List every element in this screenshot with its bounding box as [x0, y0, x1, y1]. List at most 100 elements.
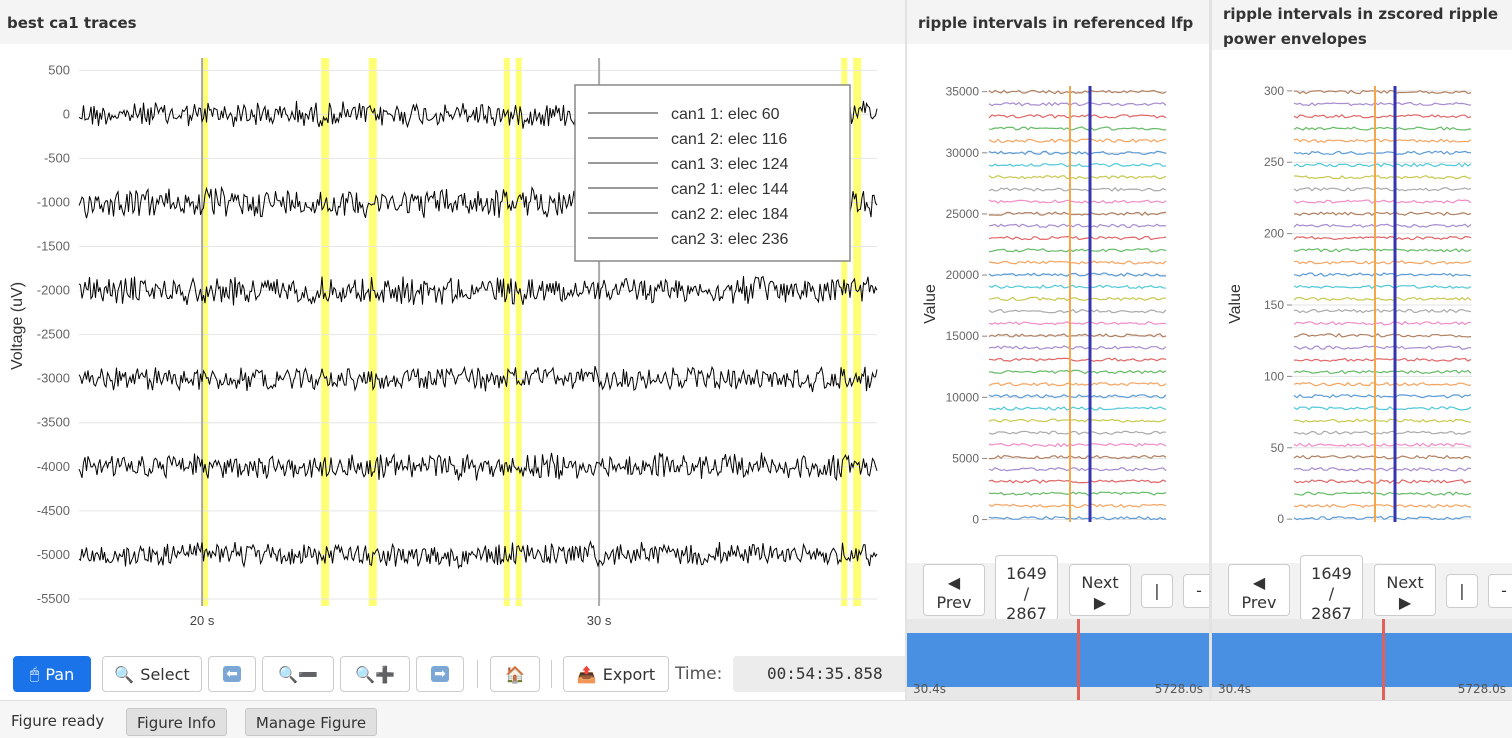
- y-tick-label: 0: [972, 513, 979, 527]
- timeline-marker[interactable]: [1077, 619, 1080, 700]
- panel-divider[interactable]: [1209, 0, 1212, 700]
- trace-line: [1293, 223, 1472, 228]
- trace-line: [988, 248, 1167, 253]
- pipe-button[interactable]: |: [1446, 574, 1478, 608]
- trace-line: [1293, 369, 1472, 375]
- highlight-interval: [515, 58, 522, 606]
- triangle-right-icon: ▶: [1398, 593, 1412, 612]
- ripple-zscored-chart[interactable]: 300 250 200 150 100 50 0 Value: [1212, 44, 1512, 564]
- trace-line: [1293, 515, 1472, 521]
- trace-line: [988, 381, 1167, 387]
- zoom-in-button[interactable]: 🔍➕: [340, 656, 410, 692]
- trace-line: [988, 114, 1167, 119]
- trace-line: [78, 540, 878, 570]
- y-tick-label: 100: [1264, 369, 1284, 383]
- panel-title: ripple intervals in zscored ripple power…: [1212, 0, 1512, 50]
- trace-line: [988, 333, 1167, 338]
- trace-line: [988, 406, 1167, 411]
- trace-line: [989, 454, 1167, 460]
- y-tick-label: -5500: [37, 591, 70, 606]
- home-button[interactable]: 🏠: [490, 656, 540, 692]
- trace-line: [1293, 126, 1472, 131]
- trace-line: [1293, 394, 1472, 399]
- trace-line: [1293, 320, 1472, 326]
- zoom-out-button[interactable]: 🔍➖: [262, 656, 334, 692]
- trace-line: [988, 101, 1167, 107]
- highlight-interval: [368, 58, 377, 606]
- select-button[interactable]: 🔍 Select: [102, 656, 202, 692]
- trace-line: [1293, 138, 1472, 144]
- y-tick-label: 30000: [946, 146, 980, 160]
- pipe-button[interactable]: |: [1141, 574, 1173, 608]
- trace-line: [988, 199, 1167, 204]
- trace-line: [988, 491, 1167, 496]
- trace-line: [1293, 199, 1472, 204]
- y-tick-label: 0: [1277, 512, 1284, 526]
- trace-line: [988, 138, 1167, 144]
- y-tick-label: -1500: [37, 239, 70, 254]
- trace-line: [1293, 381, 1472, 387]
- home-icon: 🏠: [505, 664, 525, 684]
- y-tick-label: -1000: [37, 194, 70, 209]
- trace-line: [988, 186, 1167, 192]
- trace-line: [1293, 479, 1472, 484]
- trace-line: [988, 162, 1167, 168]
- y-tick-label: 15000: [946, 329, 980, 343]
- prev-button[interactable]: ◀ Prev: [1228, 564, 1290, 616]
- trace-line: [1293, 272, 1472, 277]
- trace-line: [78, 365, 878, 393]
- trace-line: [988, 150, 1167, 156]
- trace-line: [1293, 345, 1472, 350]
- trace-line: [988, 235, 1167, 241]
- trace-line: [78, 452, 878, 482]
- y-tick-label: -2500: [37, 327, 70, 342]
- trace-line: [1293, 491, 1472, 496]
- figure-info-button[interactable]: Figure Info: [126, 708, 227, 736]
- pan-button[interactable]: 🖱 Pan: [13, 656, 91, 692]
- trace-line: [1294, 174, 1472, 180]
- y-axis-label: Voltage (uV): [9, 282, 26, 370]
- panel-divider[interactable]: [905, 0, 907, 700]
- prev-button[interactable]: ◀ Prev: [923, 564, 985, 616]
- timeline[interactable]: 30.4s 5728.0s: [1212, 619, 1512, 700]
- trace-line: [988, 89, 1167, 95]
- y-tick-label: -2000: [37, 283, 70, 298]
- ripple-lfp-chart[interactable]: 35000 30000 25000 20000 15000 10000 5000 0 Valu…: [907, 44, 1209, 564]
- trace-line: [1293, 332, 1472, 338]
- panel-title: best ca1 traces: [0, 0, 905, 44]
- y-tick-label: 250: [1264, 155, 1284, 169]
- trace-line: [988, 394, 1167, 399]
- y-tick-label: 35000: [946, 85, 980, 99]
- traces-chart[interactable]: 500 0 -500 -1000 -1500 -2000 -2500 -3000 -3500 -4…: [0, 44, 905, 644]
- main-traces-panel: best ca1 traces 500 0 -500 -1000 -1500 -2000 -…: [0, 0, 905, 692]
- manage-figure-button[interactable]: Manage Figure: [245, 708, 377, 736]
- pan-left-button[interactable]: ⬅: [208, 656, 256, 692]
- trace-line: [1293, 260, 1472, 265]
- export-button[interactable]: 📤 Export: [563, 656, 669, 692]
- y-axis-label: Value: [922, 284, 939, 324]
- trace-line: [988, 284, 1167, 290]
- y-tick-label: 20000: [946, 268, 980, 282]
- trace-line: [1293, 248, 1472, 253]
- trace-line: [988, 211, 1167, 217]
- trace-line: [1293, 503, 1472, 509]
- dash-button[interactable]: -: [1183, 574, 1209, 608]
- dash-button[interactable]: -: [1488, 574, 1512, 608]
- x-tick-label: 20 s: [190, 613, 215, 628]
- trace-line: [1293, 296, 1472, 302]
- time-value[interactable]: 00:54:35.858: [733, 656, 905, 692]
- legend-entry: can2 2: elec 184: [671, 206, 789, 223]
- trace-line: [1293, 150, 1472, 156]
- pan-right-button[interactable]: ➡: [416, 656, 464, 692]
- trace-line: [1293, 430, 1472, 436]
- x-tick-label: 30 s: [587, 613, 612, 628]
- trace-line: [988, 260, 1167, 265]
- timeline[interactable]: 30.4s 5728.0s: [907, 619, 1209, 700]
- timeline-start: 30.4s: [913, 682, 946, 696]
- toolbar-divider: [477, 660, 478, 688]
- timeline-marker[interactable]: [1382, 619, 1385, 700]
- trace-line: [1293, 406, 1472, 411]
- trace-line: [988, 503, 1167, 509]
- next-button[interactable]: Next ▶: [1069, 564, 1131, 616]
- next-button[interactable]: Next ▶: [1374, 564, 1436, 616]
